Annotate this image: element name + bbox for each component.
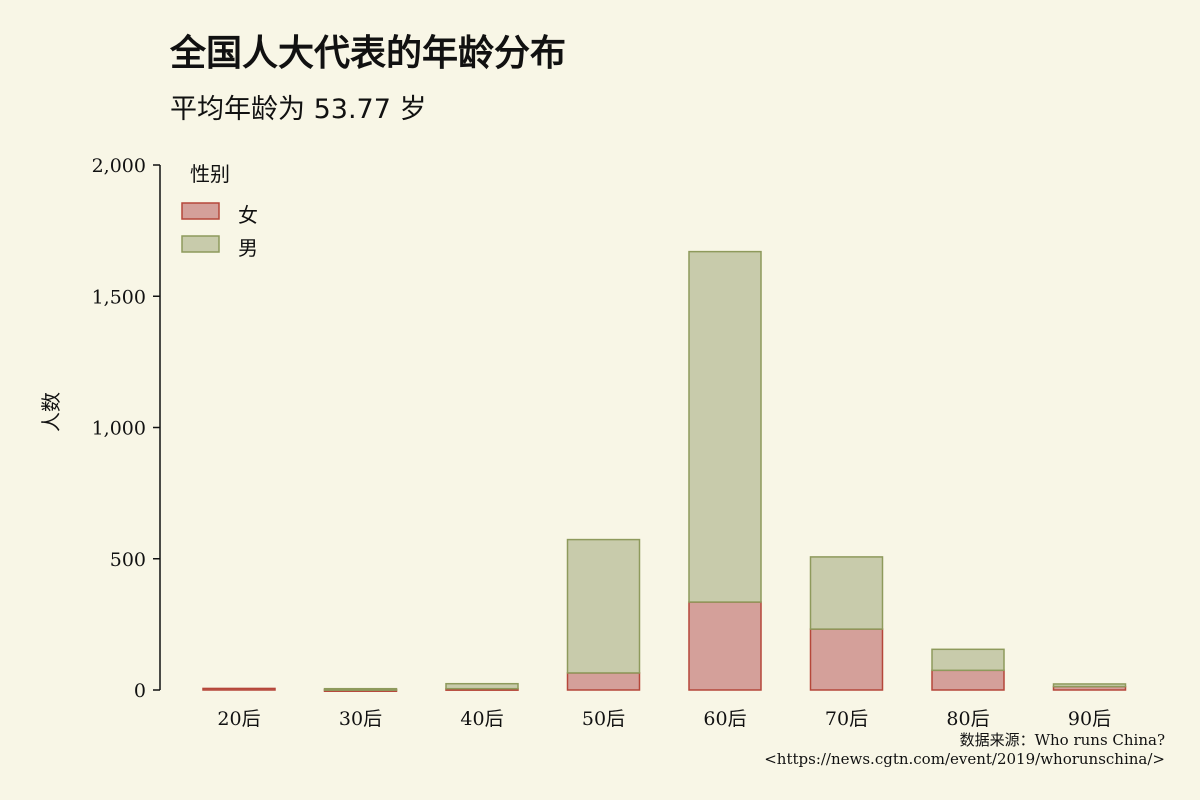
bar-male xyxy=(566,538,641,674)
x-tick-label: 40后 xyxy=(460,708,503,730)
x-tick-label: 70后 xyxy=(825,708,868,730)
bar-female xyxy=(202,687,276,691)
x-tick-label: 60后 xyxy=(703,708,746,730)
y-tick-label: 0 xyxy=(134,680,146,702)
y-axis: 0 500 1,000 1,500 2,000 xyxy=(92,155,161,702)
bar-male xyxy=(1052,683,1127,688)
bar-male xyxy=(445,682,519,690)
y-tick-label: 1,500 xyxy=(92,286,146,308)
legend: 性别 女 男 xyxy=(181,162,258,260)
bar-female xyxy=(931,669,1005,691)
caption-source: 数据来源：Who runs China? xyxy=(960,731,1165,749)
y-tick-label: 2,000 xyxy=(92,155,146,177)
bars-group xyxy=(202,250,1127,692)
y-tick-label: 500 xyxy=(110,549,146,571)
legend-title: 性别 xyxy=(190,162,230,186)
caption-url: <https://news.cgtn.com/event/2019/whorun… xyxy=(764,750,1165,768)
legend-swatch-male xyxy=(181,235,220,253)
legend-swatch-female xyxy=(181,202,220,220)
chart-subtitle: 平均年龄为 53.77 岁 xyxy=(170,94,426,125)
x-tick-label: 80后 xyxy=(946,708,989,730)
x-tick-label: 50后 xyxy=(582,708,625,730)
chart-title: 全国人大代表的年龄分布 xyxy=(169,32,566,74)
x-axis: 20后 30后 40后 50后 60后 70后 80后 90后 xyxy=(217,708,1111,730)
bar-male xyxy=(931,648,1005,672)
bar-male xyxy=(688,250,762,603)
x-tick-label: 30后 xyxy=(339,708,382,730)
x-tick-label: 90后 xyxy=(1068,708,1111,730)
y-axis-title: 人数 xyxy=(39,392,63,432)
y-tick-label: 1,000 xyxy=(92,418,146,440)
legend-label-male: 男 xyxy=(238,236,258,260)
x-tick-label: 20后 xyxy=(217,708,260,730)
bar-female xyxy=(809,628,884,691)
bar-female xyxy=(688,601,762,691)
bar-male xyxy=(809,556,884,630)
bar-female xyxy=(566,672,641,691)
bar-male xyxy=(323,687,398,691)
legend-label-female: 女 xyxy=(238,203,258,227)
